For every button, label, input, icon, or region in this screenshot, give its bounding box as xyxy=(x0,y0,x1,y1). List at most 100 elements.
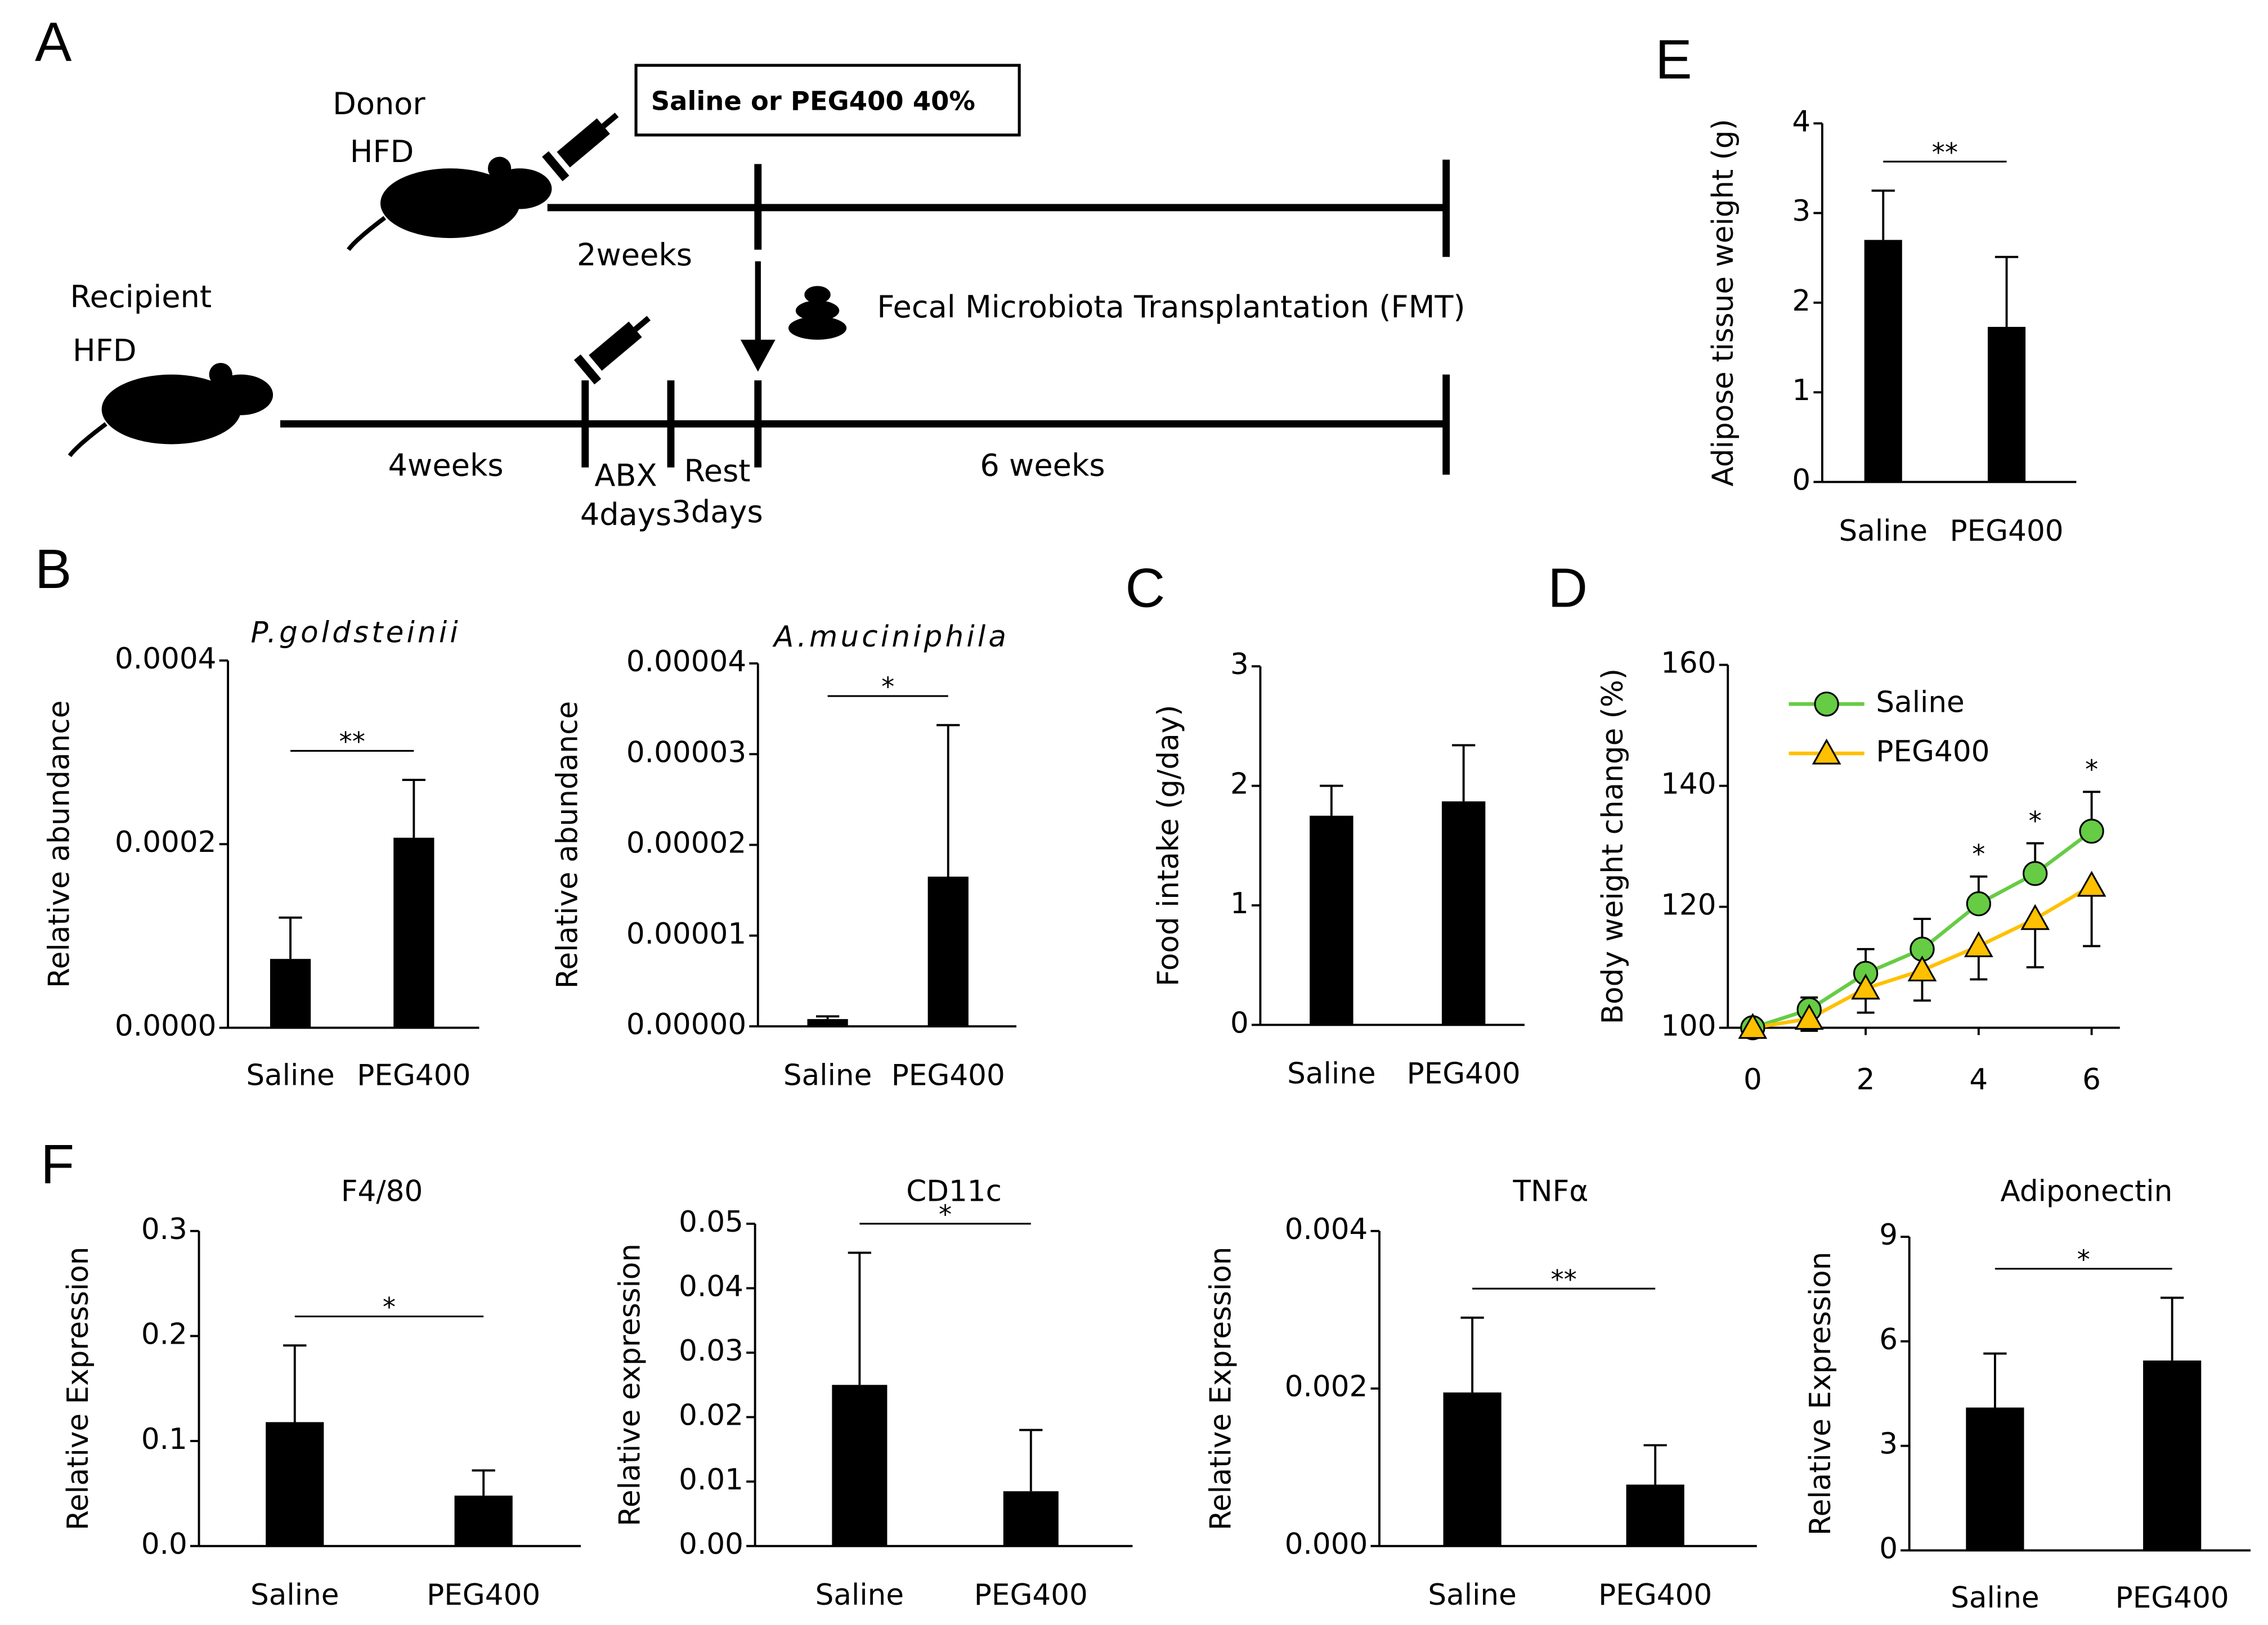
feces-icon xyxy=(788,286,847,340)
y-axis-label: Relative Expression xyxy=(1204,1247,1238,1530)
x-tick-label: Saline xyxy=(1428,1578,1516,1612)
y-tick-label: 4 xyxy=(1792,105,1810,138)
significance-label: * xyxy=(2085,755,2098,785)
y-tick-label: 0.1 xyxy=(141,1422,187,1456)
y-tick-label: 0.0002 xyxy=(115,825,216,859)
error-bar xyxy=(283,1344,307,1422)
y-tick-label: 0.3 xyxy=(141,1213,187,1246)
label: ABX xyxy=(594,457,657,493)
label: 4days xyxy=(580,497,671,532)
bar xyxy=(1443,1392,1501,1546)
legend-marker xyxy=(1812,738,1841,765)
bar xyxy=(2143,1360,2202,1551)
panel-label: D xyxy=(1548,557,1588,619)
label: Donor xyxy=(333,86,425,122)
marker xyxy=(2020,904,2050,930)
y-tick-label: 0.004 xyxy=(1285,1213,1368,1246)
panel-label: E xyxy=(1655,28,1692,90)
y-tick-label: 2 xyxy=(1792,284,1810,318)
label: 4weeks xyxy=(388,447,504,483)
panel-label: F xyxy=(41,1133,74,1195)
x-tick-label: Saline xyxy=(1839,514,1928,548)
label: 6 weeks xyxy=(980,447,1105,483)
significance-label: ** xyxy=(1550,1264,1576,1295)
marker xyxy=(1966,891,1992,917)
error-bar xyxy=(1983,1352,2007,1408)
label: HFD xyxy=(73,333,137,369)
y-axis-label: Food intake (g/day) xyxy=(1151,705,1185,986)
bar xyxy=(270,959,311,1028)
significance-label: * xyxy=(1972,839,1985,869)
error-bar xyxy=(1871,189,1895,240)
significance-label: * xyxy=(2029,806,2042,836)
y-tick-label: 0 xyxy=(1230,1006,1249,1040)
marker xyxy=(1851,973,1880,1000)
label: 2weeks xyxy=(577,237,692,272)
y-axis-label: Relative Expression xyxy=(61,1247,95,1530)
label: Rest xyxy=(684,454,751,489)
significance-label: * xyxy=(881,672,894,702)
bar xyxy=(1626,1484,1684,1546)
bar xyxy=(393,837,434,1028)
panel-label: A xyxy=(35,11,72,73)
marker xyxy=(2079,819,2104,844)
marker xyxy=(2023,861,2048,886)
y-tick-label: 0.04 xyxy=(679,1269,743,1303)
y-tick-label: 100 xyxy=(1661,1009,1716,1043)
y-tick-label: 0.0000 xyxy=(115,1009,216,1043)
y-tick-label: 0.02 xyxy=(679,1399,743,1433)
y-tick-label: 0 xyxy=(1879,1532,1898,1565)
panel-label: B xyxy=(35,538,71,600)
error-bar xyxy=(1320,784,1343,816)
error-bar xyxy=(402,779,425,838)
y-tick-label: 0.000 xyxy=(1285,1528,1368,1561)
error-bar xyxy=(936,724,960,877)
y-axis-label: Relative abundance xyxy=(42,701,76,988)
legend-marker xyxy=(1814,692,1839,717)
error-bar xyxy=(1994,255,2019,327)
bar xyxy=(1988,326,2026,482)
y-tick-label: 0.0004 xyxy=(115,642,216,676)
y-tick-label: 0.05 xyxy=(679,1205,743,1239)
chart-title: Adiponectin xyxy=(2001,1175,2173,1209)
error-bar xyxy=(1460,1316,1484,1393)
error-bar xyxy=(2161,1296,2184,1361)
y-tick-label: 0.00002 xyxy=(626,827,746,860)
x-tick-label: Saline xyxy=(783,1058,872,1092)
bar xyxy=(927,876,969,1027)
significance-label: ** xyxy=(1932,137,1958,168)
x-tick-label: Saline xyxy=(815,1578,904,1612)
y-axis-label: Relative Expression xyxy=(1804,1252,1837,1536)
error-bar xyxy=(815,1015,840,1020)
x-tick-label: PEG400 xyxy=(974,1578,1088,1612)
legend-label: Saline xyxy=(1876,685,1964,719)
syringe-icon xyxy=(573,316,651,385)
bar xyxy=(266,1422,324,1546)
y-tick-label: 1 xyxy=(1230,887,1249,921)
x-tick-label: Saline xyxy=(246,1058,334,1092)
chart-title: A.muciniphila xyxy=(772,620,1009,654)
bar xyxy=(1864,240,1902,482)
x-tick-label: 6 xyxy=(2082,1063,2101,1097)
y-tick-label: 0.03 xyxy=(679,1334,743,1368)
y-tick-label: 0.00 xyxy=(679,1528,743,1561)
diagram: Donor HFD Saline or PEG400 40% 2weeks Fe… xyxy=(68,64,1465,532)
x-tick-label: PEG400 xyxy=(357,1058,470,1092)
chart-title: F4/80 xyxy=(341,1175,423,1209)
label: Saline or PEG400 40% xyxy=(651,86,975,116)
y-tick-label: 2 xyxy=(1230,767,1249,801)
x-tick-label: PEG400 xyxy=(1407,1057,1521,1091)
y-tick-label: 0.002 xyxy=(1285,1370,1368,1404)
y-tick-label: 0.2 xyxy=(141,1317,187,1351)
mouse-icon xyxy=(347,156,552,252)
significance-label: * xyxy=(383,1292,396,1322)
error-bar xyxy=(1643,1444,1667,1485)
error-bar xyxy=(848,1251,872,1385)
significance-label: * xyxy=(939,1199,952,1229)
syringe-icon xyxy=(542,113,619,182)
significance-label: ** xyxy=(339,726,365,757)
arrow-head xyxy=(740,339,776,372)
y-tick-label: 0.0 xyxy=(141,1528,187,1561)
y-tick-label: 1 xyxy=(1792,374,1810,407)
y-axis-label: Adipose tissue weight (g) xyxy=(1706,119,1740,486)
